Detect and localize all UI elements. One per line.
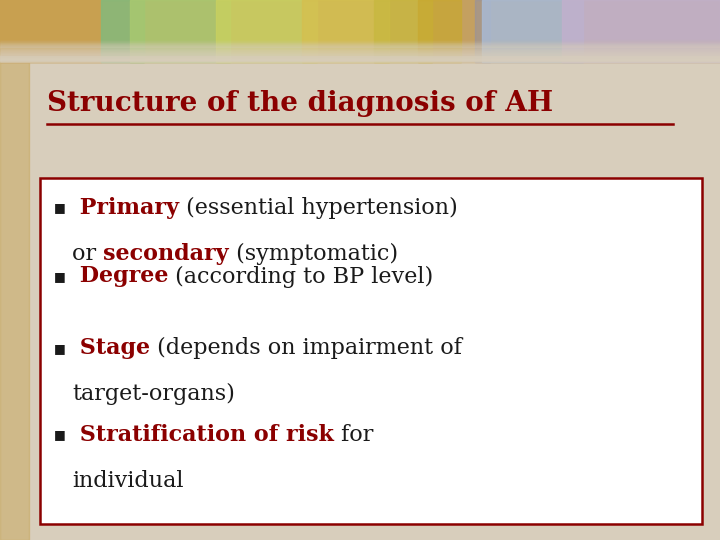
Bar <box>0 44 720 46</box>
Text: ■: ■ <box>54 428 66 441</box>
Bar <box>0 41 720 43</box>
Bar <box>0 58 720 60</box>
Text: Stage: Stage <box>72 338 150 359</box>
Text: ■: ■ <box>54 342 66 355</box>
Bar <box>0 0 101 62</box>
Bar <box>0 46 720 48</box>
Bar <box>0 57 720 59</box>
Bar <box>418 0 461 62</box>
Bar <box>0 56 720 58</box>
Bar <box>302 0 389 62</box>
Bar <box>475 0 490 62</box>
Text: or: or <box>72 243 103 265</box>
Text: individual: individual <box>72 470 184 491</box>
Text: target-organs): target-organs) <box>72 383 235 405</box>
Text: (symptomatic): (symptomatic) <box>229 243 398 265</box>
Text: (according to BP level): (according to BP level) <box>168 266 433 287</box>
Bar <box>0 42 720 44</box>
Bar <box>0 48 720 49</box>
Text: Structure of the diagnosis of AH: Structure of the diagnosis of AH <box>47 90 553 117</box>
Bar <box>0 43 720 45</box>
Bar <box>482 0 583 62</box>
Text: ■: ■ <box>54 270 66 283</box>
Bar <box>0 51 720 52</box>
FancyBboxPatch shape <box>40 178 702 524</box>
Text: secondary: secondary <box>103 243 229 265</box>
Bar <box>0 0 720 62</box>
Bar <box>374 0 432 62</box>
Bar <box>0 54 720 56</box>
Bar <box>0 50 720 51</box>
Text: Primary: Primary <box>72 197 179 219</box>
Text: for: for <box>334 424 373 446</box>
Bar <box>0 53 720 55</box>
Text: (essential hypertension): (essential hypertension) <box>179 197 458 219</box>
Bar <box>0 49 720 50</box>
Text: Degree: Degree <box>72 266 168 287</box>
Bar <box>562 0 720 62</box>
Bar <box>0 52 720 53</box>
Text: ■: ■ <box>54 201 66 214</box>
Bar <box>0 60 720 62</box>
Bar <box>216 0 317 62</box>
Bar <box>0 55 720 57</box>
Text: (depends on impairment of: (depends on impairment of <box>150 338 462 359</box>
Bar <box>0 62 29 540</box>
Bar <box>0 45 720 47</box>
Bar <box>130 0 230 62</box>
Text: Stratification of risk: Stratification of risk <box>72 424 334 446</box>
Bar <box>0 59 720 61</box>
Bar <box>101 0 144 62</box>
Bar <box>0 40 720 42</box>
